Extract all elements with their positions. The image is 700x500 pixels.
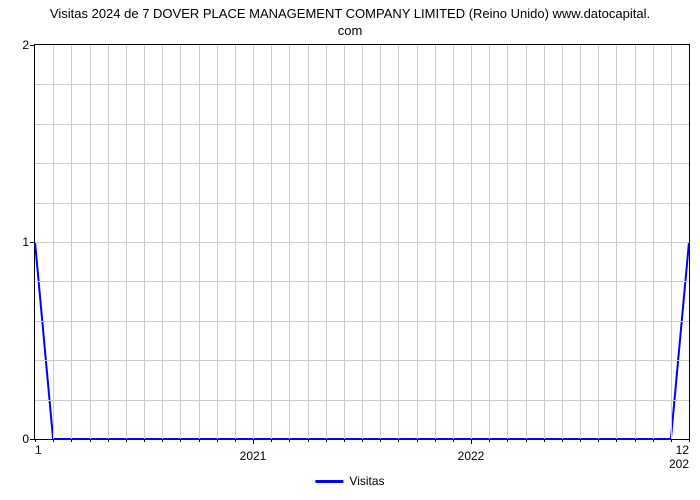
- x-tick-mark-minor: [380, 439, 381, 442]
- grid-line-v: [235, 45, 236, 439]
- grid-line-v: [253, 45, 254, 439]
- legend-swatch: [315, 480, 343, 483]
- x-tick-mark-minor: [180, 439, 181, 442]
- x-tick-mark-minor: [616, 439, 617, 442]
- grid-line-v: [217, 45, 218, 439]
- grid-line-v: [289, 45, 290, 439]
- x-tick-mark-minor: [71, 439, 72, 442]
- grid-line-v: [144, 45, 145, 439]
- x-tick-mark-minor: [671, 439, 672, 442]
- y-tick-mark: [30, 45, 35, 46]
- y-tick-label: 1: [22, 235, 29, 249]
- plot-area: 01220212022112202: [34, 44, 690, 440]
- x-tick-mark-minor: [90, 439, 91, 442]
- y-tick-label: 2: [22, 38, 29, 52]
- x-tick-mark-minor: [144, 439, 145, 442]
- x-tick-mark-minor: [53, 439, 54, 442]
- x-tick-mark-minor: [417, 439, 418, 442]
- x-tick-mark-minor: [162, 439, 163, 442]
- x-tick-mark-minor: [362, 439, 363, 442]
- grid-line-v: [489, 45, 490, 439]
- x-tick-mark-minor: [526, 439, 527, 442]
- grid-line-v: [108, 45, 109, 439]
- x-tick-mark-minor: [217, 439, 218, 442]
- x-tick-mark-minor: [689, 439, 690, 442]
- title-line-1: Visitas 2024 de 7 DOVER PLACE MANAGEMENT…: [50, 6, 650, 21]
- x-edge-right: 12202: [669, 443, 689, 471]
- grid-line-v: [180, 45, 181, 439]
- x-tick-mark-minor: [598, 439, 599, 442]
- x-tick-mark-minor: [453, 439, 454, 442]
- x-tick-mark-minor: [35, 439, 36, 442]
- grid-line-v: [544, 45, 545, 439]
- x-tick-mark-minor: [544, 439, 545, 442]
- grid-line-v: [417, 45, 418, 439]
- chart-container: Visitas 2024 de 7 DOVER PLACE MANAGEMENT…: [0, 0, 700, 500]
- grid-line-v: [199, 45, 200, 439]
- grid-line-v: [562, 45, 563, 439]
- grid-line-v: [344, 45, 345, 439]
- grid-line-v: [580, 45, 581, 439]
- legend-label: Visitas: [349, 474, 384, 488]
- grid-line-v: [653, 45, 654, 439]
- grid-line-v: [71, 45, 72, 439]
- grid-line-v: [380, 45, 381, 439]
- x-tick-mark-minor: [653, 439, 654, 442]
- legend: Visitas: [315, 474, 384, 488]
- x-tick-mark-minor: [344, 439, 345, 442]
- x-tick-mark-minor: [635, 439, 636, 442]
- grid-line-v: [507, 45, 508, 439]
- grid-line-v: [453, 45, 454, 439]
- grid-line-v: [308, 45, 309, 439]
- x-tick-mark-minor: [562, 439, 563, 442]
- x-tick-mark-minor: [199, 439, 200, 442]
- x-edge-left: 1: [35, 443, 42, 457]
- chart-title: Visitas 2024 de 7 DOVER PLACE MANAGEMENT…: [0, 0, 700, 40]
- x-tick-label: 2021: [240, 449, 267, 463]
- x-tick-mark-major: [471, 439, 472, 444]
- grid-line-v: [671, 45, 672, 439]
- x-tick-mark-minor: [507, 439, 508, 442]
- x-tick-mark-minor: [326, 439, 327, 442]
- x-tick-mark-major: [253, 439, 254, 444]
- grid-line-v: [616, 45, 617, 439]
- x-tick-mark-minor: [398, 439, 399, 442]
- x-tick-mark-minor: [126, 439, 127, 442]
- x-tick-mark-minor: [489, 439, 490, 442]
- grid-line-v: [326, 45, 327, 439]
- x-tick-mark-minor: [435, 439, 436, 442]
- y-tick-mark: [30, 242, 35, 243]
- x-tick-mark-minor: [308, 439, 309, 442]
- grid-line-v: [471, 45, 472, 439]
- x-tick-mark-minor: [108, 439, 109, 442]
- grid-line-v: [398, 45, 399, 439]
- x-tick-mark-minor: [235, 439, 236, 442]
- grid-line-v: [90, 45, 91, 439]
- x-tick-mark-minor: [580, 439, 581, 442]
- grid-line-v: [362, 45, 363, 439]
- x-tick-mark-minor: [289, 439, 290, 442]
- grid-line-v: [53, 45, 54, 439]
- grid-line-v: [126, 45, 127, 439]
- grid-line-v: [271, 45, 272, 439]
- grid-line-v: [598, 45, 599, 439]
- x-tick-mark-minor: [271, 439, 272, 442]
- y-tick-label: 0: [22, 432, 29, 446]
- grid-line-v: [635, 45, 636, 439]
- grid-line-v: [162, 45, 163, 439]
- grid-line-v: [526, 45, 527, 439]
- x-tick-label: 2022: [458, 449, 485, 463]
- grid-line-v: [435, 45, 436, 439]
- title-line-2: com: [338, 23, 363, 38]
